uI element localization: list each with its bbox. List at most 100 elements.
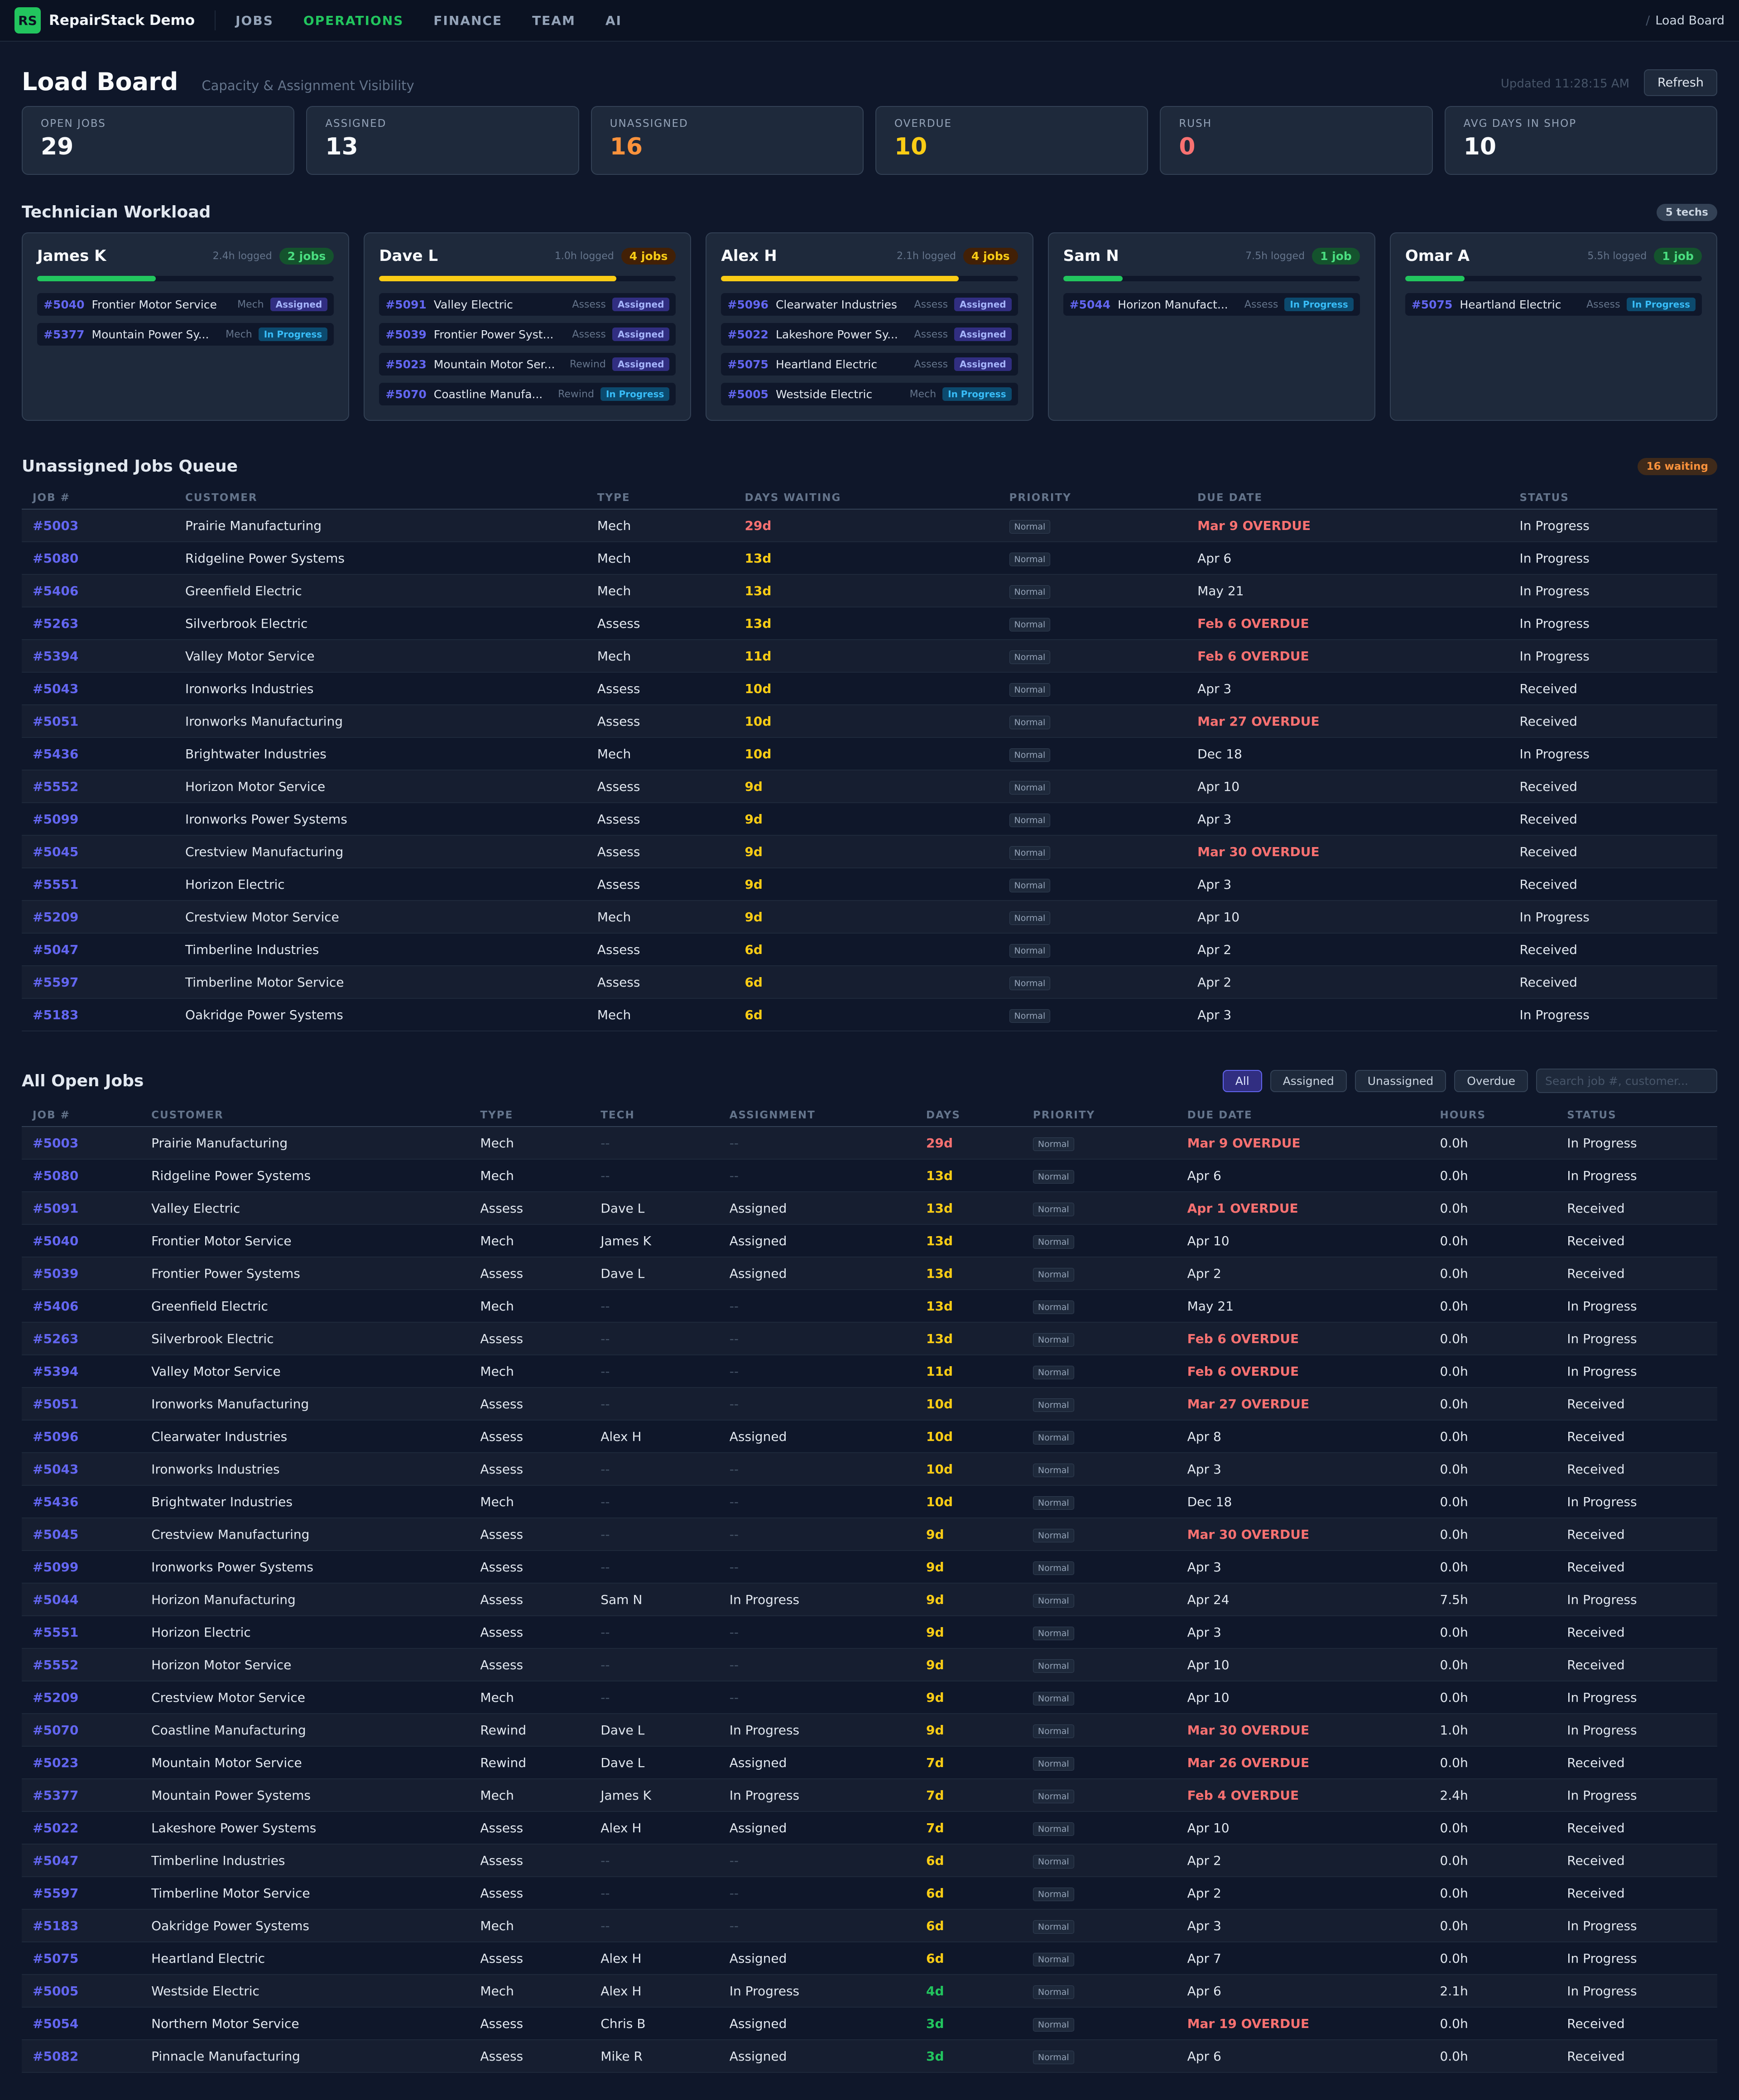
job-number-link[interactable]: #5394	[33, 1363, 79, 1379]
job-number-link[interactable]: #5039	[33, 1266, 79, 1281]
table-row[interactable]: #5099 Ironworks Power Systems Assess 9d Norm…	[22, 803, 1717, 836]
table-row[interactable]: #5436 Brightwater Industries Mech -- -- 10d No…	[22, 1485, 1717, 1518]
job-number-link[interactable]: #5096	[33, 1429, 79, 1444]
table-row[interactable]: #5051 Ironworks Manufacturing Assess -- -- 10…	[22, 1387, 1717, 1421]
table-row[interactable]: #5551 Horizon Electric Assess 9d Normal Apr 3…	[22, 868, 1717, 901]
tech-card-james-k[interactable]: James K 2.4h logged 2 jobs #5040 Frontier Mo…	[22, 232, 350, 421]
job-number-link[interactable]: #5263	[33, 1331, 79, 1346]
job-number-link[interactable]: #5040	[43, 298, 85, 311]
tech-job-item[interactable]: #5075 Heartland Electric Assess In Progress	[1405, 293, 1702, 316]
job-number-link[interactable]: #5436	[33, 1494, 79, 1509]
table-row[interactable]: #5044 Horizon Manufacturing Assess Sam N In …	[22, 1583, 1717, 1616]
app-logo[interactable]: RS	[14, 7, 41, 34]
table-row[interactable]: #5377 Mountain Power Systems Mech James K In…	[22, 1779, 1717, 1812]
tech-job-item[interactable]: #5005 Westside Electric Mech In Progress	[721, 383, 1018, 405]
job-number-link[interactable]: #5597	[33, 1885, 79, 1901]
table-row[interactable]: #5023 Mountain Motor Service Rewind Dave L A…	[22, 1746, 1717, 1779]
table-row[interactable]: #5047 Timberline Industries Assess 6d Normal…	[22, 933, 1717, 966]
nav-item-team[interactable]: TEAM	[532, 13, 576, 28]
job-number-link[interactable]: #5047	[33, 1853, 79, 1868]
table-row[interactable]: #5394 Valley Motor Service Mech -- -- 11d Norm…	[22, 1355, 1717, 1388]
job-number-link[interactable]: #5075	[33, 1951, 79, 1966]
job-number-link[interactable]: #5377	[33, 1787, 79, 1803]
table-row[interactable]: #5080 Ridgeline Power Systems Mech 13d Norma…	[22, 542, 1717, 575]
job-number-link[interactable]: #5044	[1069, 298, 1111, 311]
job-number-link[interactable]: #5082	[33, 2048, 79, 2064]
job-number-link[interactable]: #5005	[33, 1983, 79, 1999]
job-number-link[interactable]: #5045	[33, 844, 79, 859]
job-number-link[interactable]: #5183	[33, 1918, 79, 1933]
filter-all-button[interactable]: All	[1222, 1069, 1262, 1092]
job-number-link[interactable]: #5091	[33, 1200, 79, 1216]
job-number-link[interactable]: #5551	[33, 877, 79, 892]
table-row[interactable]: #5436 Brightwater Industries Mech 10d Normal…	[22, 737, 1717, 771]
job-number-link[interactable]: #5377	[43, 328, 85, 341]
table-row[interactable]: #5406 Greenfield Electric Mech -- -- 13d Norma…	[22, 1290, 1717, 1323]
job-number-link[interactable]: #5005	[727, 387, 769, 401]
job-number-link[interactable]: #5051	[33, 1396, 79, 1411]
job-number-link[interactable]: #5023	[385, 357, 427, 371]
table-row[interactable]: #5043 Ironworks Industries Assess -- -- 10d No…	[22, 1453, 1717, 1486]
tech-job-item[interactable]: #5070 Coastline Manufa... Rewind In Progres…	[379, 383, 676, 405]
table-row[interactable]: #5263 Silverbrook Electric Assess 13d Normal…	[22, 607, 1717, 640]
job-number-link[interactable]: #5043	[33, 681, 79, 696]
tech-job-item[interactable]: #5096 Clearwater Industries Assess Assigned	[721, 293, 1018, 316]
tech-job-item[interactable]: #5039 Frontier Power Syst... Assess Assigne…	[379, 323, 676, 346]
job-number-link[interactable]: #5394	[33, 648, 79, 664]
table-row[interactable]: #5045 Crestview Manufacturing Assess 9d Norm…	[22, 835, 1717, 868]
nav-item-operations[interactable]: OPERATIONS	[303, 13, 404, 28]
job-number-link[interactable]: #5044	[33, 1592, 79, 1607]
job-number-link[interactable]: #5406	[33, 583, 79, 598]
tech-card-dave-l[interactable]: Dave L 1.0h logged 4 jobs #5091 Valley Elect…	[364, 232, 692, 421]
job-number-link[interactable]: #5039	[385, 328, 427, 341]
tech-card-sam-n[interactable]: Sam N 7.5h logged 1 job #5044 Horizon Manufa…	[1047, 232, 1375, 421]
tech-job-item[interactable]: #5022 Lakeshore Power Sy... Assess Assigned	[721, 323, 1018, 346]
search-input[interactable]	[1536, 1069, 1717, 1093]
table-row[interactable]: #5597 Timberline Motor Service Assess 6d Nor…	[22, 966, 1717, 999]
table-row[interactable]: #5051 Ironworks Manufacturing Assess 10d Nor…	[22, 705, 1717, 738]
table-row[interactable]: #5047 Timberline Industries Assess -- -- 6d No…	[22, 1844, 1717, 1877]
job-number-link[interactable]: #5003	[33, 1135, 79, 1151]
table-row[interactable]: #5075 Heartland Electric Assess Alex H Assig…	[22, 1942, 1717, 1975]
brand-name[interactable]: RepairStack Demo	[49, 12, 195, 29]
job-number-link[interactable]: #5091	[385, 298, 427, 311]
job-number-link[interactable]: #5183	[33, 1007, 79, 1022]
tech-card-alex-h[interactable]: Alex H 2.1h logged 4 jobs #5096 Clearwater I…	[706, 232, 1033, 421]
job-number-link[interactable]: #5070	[33, 1722, 79, 1738]
tech-job-item[interactable]: #5023 Mountain Motor Ser... Rewind Assigned	[379, 353, 676, 376]
table-row[interactable]: #5040 Frontier Motor Service Mech James K As…	[22, 1224, 1717, 1257]
table-row[interactable]: #5022 Lakeshore Power Systems Assess Alex H…	[22, 1811, 1717, 1845]
job-number-link[interactable]: #5023	[33, 1755, 79, 1770]
job-number-link[interactable]: #5096	[727, 298, 769, 311]
job-number-link[interactable]: #5552	[33, 1657, 79, 1672]
job-number-link[interactable]: #5047	[33, 942, 79, 957]
job-number-link[interactable]: #5099	[33, 811, 79, 827]
job-number-link[interactable]: #5022	[727, 328, 769, 341]
table-row[interactable]: #5552 Horizon Motor Service Assess -- -- 9d No…	[22, 1648, 1717, 1681]
filter-overdue-button[interactable]: Overdue	[1454, 1069, 1528, 1092]
job-number-link[interactable]: #5209	[33, 909, 79, 925]
table-row[interactable]: #5054 Northern Motor Service Assess Chris B…	[22, 2007, 1717, 2040]
table-row[interactable]: #5005 Westside Electric Mech Alex H In Progr…	[22, 1975, 1717, 2008]
nav-item-finance[interactable]: FINANCE	[433, 13, 503, 28]
tech-job-item[interactable]: #5044 Horizon Manufact... Assess In Progres…	[1063, 293, 1360, 316]
job-number-link[interactable]: #5099	[33, 1559, 79, 1575]
table-row[interactable]: #5209 Crestview Motor Service Mech 9d Normal…	[22, 901, 1717, 934]
tech-card-omar-a[interactable]: Omar A 5.5h logged 1 job #5075 Heartland Ele…	[1389, 232, 1718, 421]
refresh-button[interactable]: Refresh	[1644, 69, 1717, 96]
tech-job-item[interactable]: #5377 Mountain Power Sy... Mech In Progress	[37, 323, 334, 346]
table-row[interactable]: #5003 Prairie Manufacturing Mech -- -- 29d Nor…	[22, 1127, 1717, 1160]
job-number-link[interactable]: #5552	[33, 779, 79, 794]
table-row[interactable]: #5552 Horizon Motor Service Assess 9d Normal…	[22, 770, 1717, 803]
job-number-link[interactable]: #5075	[1411, 298, 1453, 311]
job-number-link[interactable]: #5040	[33, 1233, 79, 1248]
tech-job-item[interactable]: #5075 Heartland Electric Assess Assigned	[721, 353, 1018, 376]
filter-unassigned-button[interactable]: Unassigned	[1355, 1069, 1446, 1092]
table-row[interactable]: #5406 Greenfield Electric Mech 13d Normal May…	[22, 574, 1717, 607]
job-number-link[interactable]: #5209	[33, 1690, 79, 1705]
table-row[interactable]: #5039 Frontier Power Systems Assess Dave L A…	[22, 1257, 1717, 1290]
nav-item-jobs[interactable]: JOBS	[235, 13, 274, 28]
table-row[interactable]: #5043 Ironworks Industries Assess 10d Normal…	[22, 672, 1717, 705]
filter-assigned-button[interactable]: Assigned	[1270, 1069, 1347, 1092]
job-number-link[interactable]: #5551	[33, 1624, 79, 1640]
